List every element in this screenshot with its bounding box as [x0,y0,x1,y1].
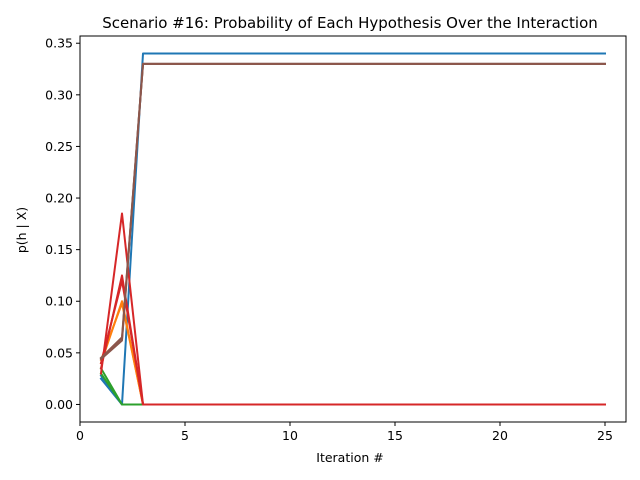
y-tick-label: 0.30 [45,87,73,102]
y-tick-label: 0.20 [45,191,73,206]
x-tick-label: 20 [492,428,508,443]
y-tick-label: 0.15 [45,242,73,257]
x-tick-label: 5 [181,428,189,443]
x-tick-label: 15 [387,428,403,443]
y-tick-label: 0.05 [45,345,73,360]
plot-frame [79,35,627,423]
series-layer [99,52,606,406]
x-axis-label: Iteration # [316,450,383,465]
y-axis-label: p(h | X) [14,207,29,253]
x-tick-label: 10 [282,428,298,443]
axes-layer: 0 5 10 15 20 25 0.00 0.05 0.10 0.15 0.20 0.25 0.30 0.… [45,35,627,443]
x-tick-label: 0 [76,428,84,443]
series-line-12 [99,62,606,360]
y-tick-label: 0.35 [45,36,73,51]
y-tick-label: 0.25 [45,139,73,154]
y-tick-label: 0.00 [45,397,73,412]
chart-title: Scenario #16: Probability of Each Hypoth… [102,14,598,32]
x-tick-label: 25 [597,428,613,443]
series-line-9 [99,279,606,406]
y-tick-label: 0.10 [45,294,73,309]
